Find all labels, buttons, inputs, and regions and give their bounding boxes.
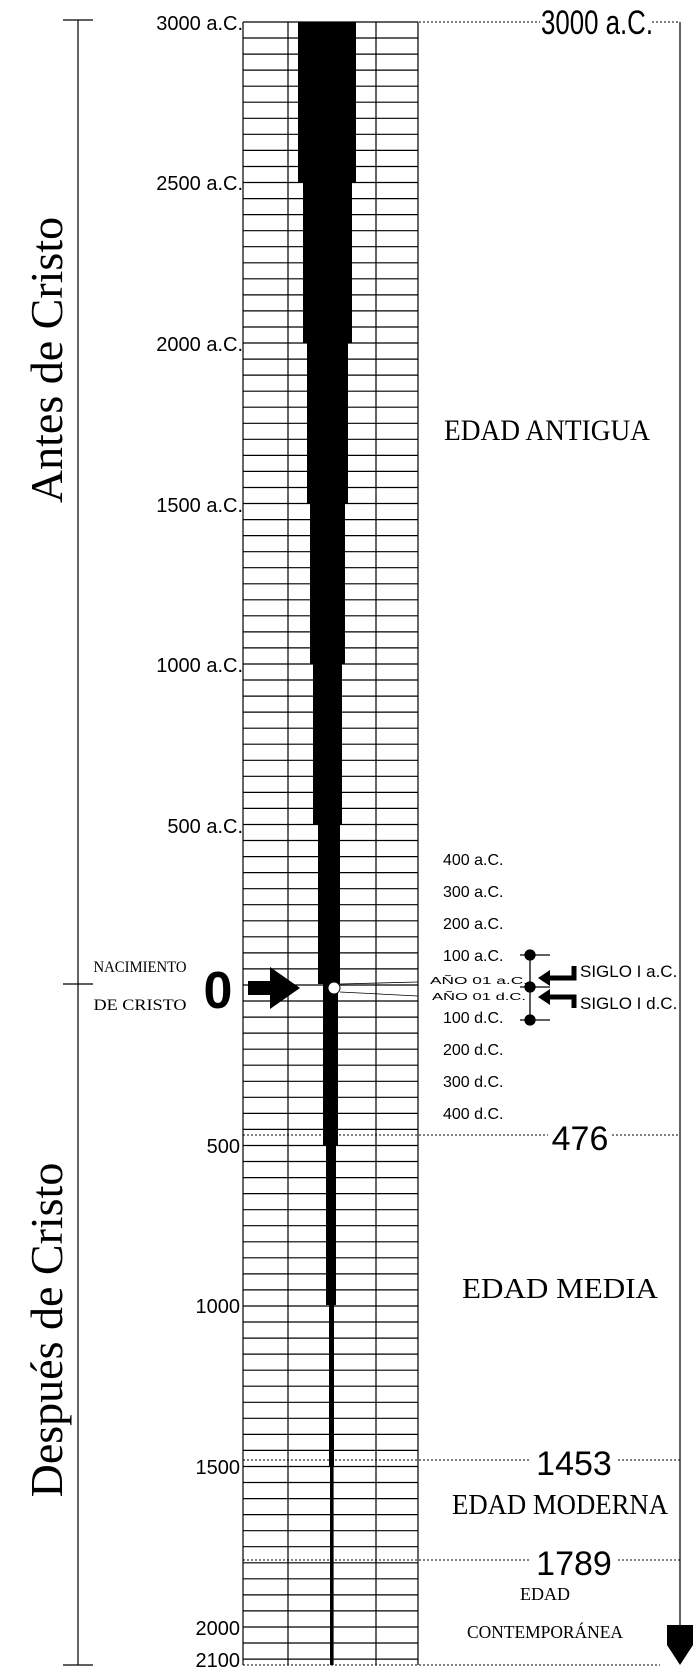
century-bracket <box>520 949 550 1026</box>
milestone-lines <box>243 21 680 1666</box>
century-label-bc: SIGLO I a.C. <box>580 962 677 981</box>
near-zero-label-200ad: 200 d.C. <box>443 1042 503 1059</box>
year-label-500ad: 500 <box>207 1136 240 1158</box>
bar-segment <box>303 182 352 343</box>
century-arrow-ad-icon <box>548 994 577 1008</box>
milestone-476: 476 <box>552 1120 609 1158</box>
era-bracket <box>63 19 93 1666</box>
year-label-2500bc: 2500 a.C. <box>156 173 243 195</box>
milestone-1453: 1453 <box>536 1445 612 1483</box>
bar-segment <box>298 22 356 182</box>
near-zero-label-400bc: 400 a.C. <box>443 852 503 869</box>
bar-segment <box>323 984 338 1145</box>
year-label-2100ad: 2100 <box>196 1650 241 1672</box>
year-label-500bc: 500 a.C. <box>167 816 243 838</box>
year-label-1500bc: 1500 a.C. <box>156 495 243 517</box>
age-label-antigua: EDAD ANTIGUA <box>444 414 650 447</box>
near-zero-label-300ad: 300 d.C. <box>443 1074 503 1091</box>
age-label-contemporanea-line1: EDAD <box>520 1584 570 1604</box>
year-zero-leader-lines <box>339 981 419 997</box>
century-arrow-bc-icon <box>548 966 577 981</box>
near-zero-label-1bc: AÑO 01 a.C. <box>430 974 528 987</box>
near-zero-label-400ad: 400 d.C. <box>443 1106 503 1123</box>
birth-label-line1: NACIMIENTO <box>94 959 187 976</box>
era-label-ad: Después de Cristo <box>21 1163 72 1498</box>
year-zero-label: 0 <box>204 962 233 1020</box>
age-label-contemporanea-line2: CONTEMPORÁNEA <box>467 1621 623 1642</box>
year-label-1500ad: 1500 <box>196 1457 241 1479</box>
century-arrow-bc-head-icon <box>538 970 550 986</box>
milestone-1789: 1789 <box>536 1545 612 1583</box>
age-label-media: EDAD MEDIA <box>462 1274 659 1305</box>
bar-segment <box>318 825 340 984</box>
milestone-3000bc: 3000 a.C. <box>541 4 653 42</box>
time-density-bar <box>298 22 356 1665</box>
year-label-1000bc: 1000 a.C. <box>156 655 243 677</box>
bar-segment <box>329 1305 334 1466</box>
year-label-2000ad: 2000 <box>196 1618 241 1640</box>
year-zero-dot <box>327 981 341 995</box>
bar-segment <box>330 1466 333 1665</box>
near-zero-label-200bc: 200 a.C. <box>443 916 503 933</box>
bar-segment <box>310 504 345 664</box>
near-zero-label-100bc: 100 a.C. <box>443 948 503 965</box>
century-label-ad: SIGLO I d.C. <box>580 994 677 1013</box>
year-label-2000bc: 2000 a.C. <box>156 334 243 356</box>
era-label-bc: Antes de Cristo <box>21 217 72 503</box>
birth-label-line2: DE CRISTO <box>94 997 187 1014</box>
bar-segment <box>326 1145 336 1305</box>
century-arrow-ad-head-icon <box>538 989 550 1005</box>
arrow-right-icon <box>248 967 300 1009</box>
year-label-3000bc: 3000 a.C. <box>156 13 243 35</box>
near-zero-label-1ad: AÑO 01 d.C. <box>432 990 526 1003</box>
age-label-moderna: EDAD MODERNA <box>452 1490 669 1521</box>
near-zero-label-300bc: 300 a.C. <box>443 884 503 901</box>
year-label-1000ad: 1000 <box>196 1296 241 1318</box>
near-zero-label-100ad: 100 d.C. <box>443 1010 503 1027</box>
bar-segment <box>313 664 342 825</box>
arrow-down-icon <box>667 1625 693 1665</box>
bar-segment <box>307 343 348 504</box>
